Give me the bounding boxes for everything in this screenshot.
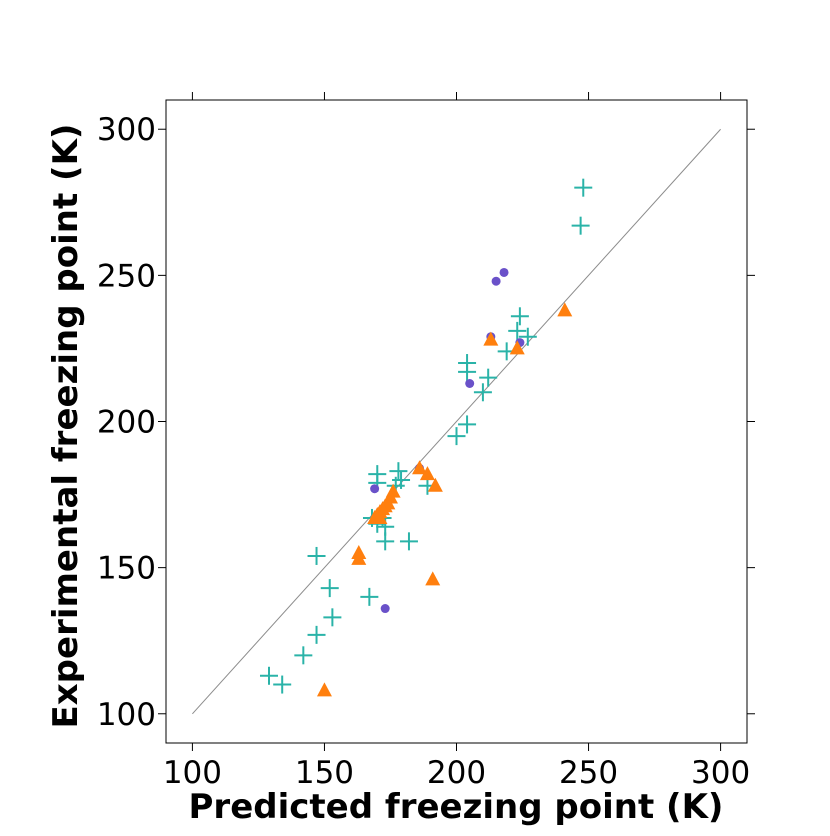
- data-point-plus: [307, 546, 326, 565]
- data-point-plus: [571, 216, 590, 235]
- data-point-triangle: [351, 550, 367, 565]
- data-point-plus: [294, 646, 313, 665]
- x-tick-label: 150: [295, 755, 354, 791]
- data-point-circle: [465, 379, 475, 389]
- x-axis-title: Predicted freezing point (K): [189, 787, 724, 827]
- data-point-triangle: [483, 331, 499, 346]
- data-point-plus: [574, 178, 593, 197]
- data-point-plus: [259, 666, 278, 685]
- x-tick-label: 200: [427, 755, 486, 791]
- x-tick-label: 250: [559, 755, 618, 791]
- data-point-plus: [458, 362, 477, 381]
- data-point-plus: [376, 532, 395, 551]
- data-point-triangle: [509, 340, 525, 355]
- data-point-plus: [323, 608, 342, 627]
- data-point-plus: [389, 462, 408, 481]
- y-axis-ticks: 100 150 200 250 300: [97, 112, 755, 733]
- data-point-plus: [399, 532, 418, 551]
- data-point-plus: [473, 383, 492, 402]
- data-point-plus: [273, 675, 292, 694]
- data-point-triangle: [419, 466, 435, 481]
- y-tick-label: 150: [97, 551, 156, 587]
- data-point-circle: [491, 276, 501, 286]
- data-point-plus: [458, 415, 477, 434]
- data-point-plus: [479, 368, 498, 387]
- y-tick-label: 200: [97, 405, 156, 441]
- data-point-plus: [447, 427, 466, 446]
- y-tick-label: 250: [97, 258, 156, 294]
- data-point-circle: [499, 267, 509, 277]
- reference-line: [192, 128, 721, 715]
- data-point-triangle: [425, 571, 441, 586]
- data-point-triangle: [316, 682, 332, 697]
- data-point-plus: [518, 327, 537, 346]
- x-tick-label: 100: [163, 755, 222, 791]
- data-point-plus: [320, 579, 339, 598]
- data-point-plus: [307, 625, 326, 644]
- data-point-triangle: [557, 302, 573, 317]
- data-points: [259, 178, 593, 697]
- y-tick-label: 300: [97, 112, 156, 148]
- data-point-plus: [510, 307, 529, 326]
- y-axis-title: Experimental freezing point (K): [46, 124, 86, 729]
- data-point-triangle: [427, 477, 443, 492]
- data-point-plus: [360, 587, 379, 606]
- data-point-triangle: [412, 460, 428, 475]
- data-point-plus: [508, 321, 527, 340]
- data-point-triangle: [372, 509, 388, 524]
- data-point-circle: [380, 604, 390, 614]
- x-tick-label: 300: [691, 755, 750, 791]
- x-axis-ticks: 100 150 200 250 300: [163, 92, 750, 791]
- y-tick-label: 100: [97, 697, 156, 733]
- data-point-circle: [370, 484, 380, 494]
